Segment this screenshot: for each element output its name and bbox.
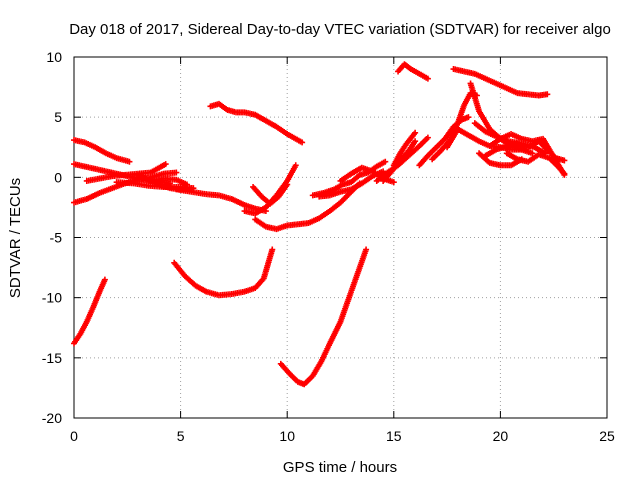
x-tick-label: 10 <box>279 428 295 444</box>
y-axis-label: SDTVAR / TECUs <box>7 178 24 298</box>
data-point <box>363 246 370 253</box>
y-tick-label: 10 <box>46 49 62 65</box>
series-arc-13 <box>171 246 276 299</box>
data-point <box>424 134 431 141</box>
x-tick-label: 25 <box>599 428 615 444</box>
series-arc-8 <box>134 171 190 188</box>
data-point <box>183 181 190 188</box>
data-point <box>412 138 419 145</box>
data-point <box>465 114 472 121</box>
series-arc-26 <box>450 66 551 99</box>
series-arc-15 <box>277 246 370 388</box>
x-axis-label: GPS time / hours <box>283 459 397 476</box>
series-arc-24 <box>429 90 480 163</box>
data-point <box>292 162 299 169</box>
data-point <box>299 139 306 146</box>
chart-title: Day 018 of 2017, Sidereal Day-to-day VTE… <box>69 21 611 38</box>
data-point <box>101 276 108 283</box>
data-point <box>162 161 169 168</box>
series-arc-14 <box>207 100 306 146</box>
x-tick-label: 15 <box>386 428 402 444</box>
data-point <box>412 129 419 136</box>
y-tick-label: -5 <box>50 230 63 246</box>
x-tick-label: 5 <box>177 428 185 444</box>
data-point <box>561 157 568 164</box>
series-arc-29 <box>486 131 568 178</box>
data-point <box>126 158 133 165</box>
series-arc-31 <box>482 138 568 164</box>
data-point <box>382 158 389 165</box>
series-arc-11 <box>250 181 291 207</box>
data-point <box>529 150 536 157</box>
y-tick-label: 5 <box>54 109 62 125</box>
series-arc-1 <box>71 276 108 347</box>
data-points <box>71 61 568 388</box>
series-arc-32 <box>476 150 525 169</box>
series-arc-21 <box>390 129 419 169</box>
data-point <box>544 91 551 98</box>
data-point <box>518 156 525 163</box>
plot-frame <box>73 56 608 419</box>
y-tick-label: -15 <box>42 350 62 366</box>
y-tick-label: -10 <box>42 290 62 306</box>
series-arc-5 <box>83 161 169 184</box>
data-point <box>284 181 291 188</box>
x-tick-label: 20 <box>493 428 509 444</box>
data-point <box>269 246 276 253</box>
axis-ticks: 0 5 10 15 20 25 -20 -15 -10 -5 0 5 10 <box>42 49 615 444</box>
data-point <box>390 179 397 186</box>
series-arc-22 <box>395 61 431 82</box>
data-point <box>561 170 568 177</box>
x-tick-label: 0 <box>70 428 78 444</box>
y-tick-label: -20 <box>42 410 62 426</box>
data-point <box>173 169 180 176</box>
data-point <box>424 75 431 82</box>
grid <box>74 57 607 418</box>
y-tick-label: 0 <box>54 169 62 185</box>
series-arc-12 <box>252 180 363 233</box>
series-arc-2 <box>71 137 133 165</box>
